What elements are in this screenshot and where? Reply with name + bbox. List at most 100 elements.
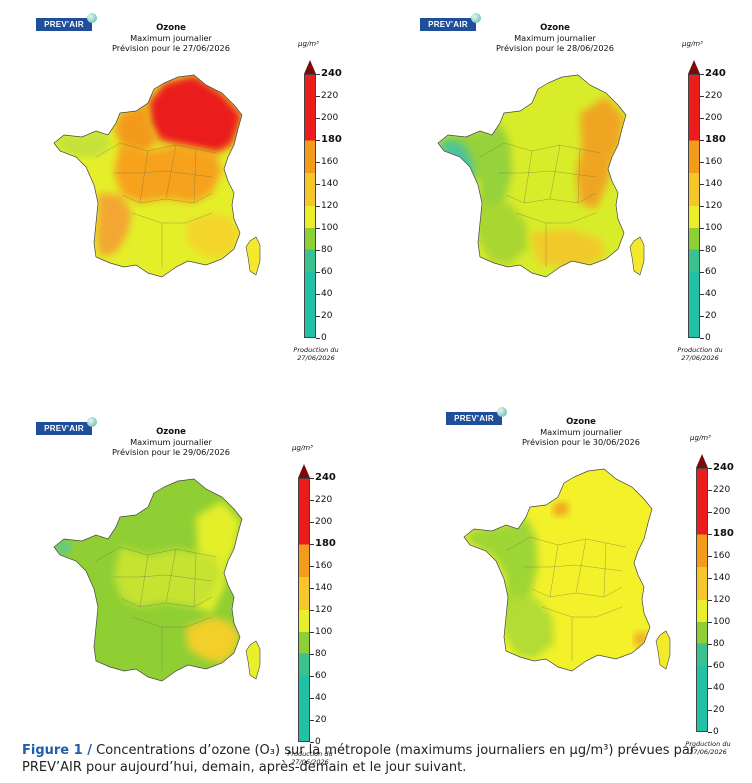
production-date: Production du 27/06/2026 <box>286 346 346 362</box>
colorbar-tick-mark <box>316 162 320 163</box>
colorbar-tick-label: 60 <box>321 267 333 277</box>
colorbar-tick-label: 20 <box>705 311 717 321</box>
colorbar-tick-mark <box>316 74 320 75</box>
figure-caption: Figure 1 / Concentrations d’ozone (O₃) s… <box>22 742 742 776</box>
colorbar-tick-label: 220 <box>315 495 333 505</box>
region-border <box>603 542 607 598</box>
colorbar-tick-label: 80 <box>705 245 717 255</box>
region-border <box>131 212 213 224</box>
forecast-panel-1: PREV'AIR Ozone Maximum journalier Prévision… <box>36 13 366 362</box>
france-outline <box>53 478 243 682</box>
colorbar-tick-label: 120 <box>713 595 731 605</box>
colorbar-arrow <box>304 60 316 74</box>
colorbar-tick-label: 140 <box>713 573 731 583</box>
ozone-zone-southeast <box>186 617 240 663</box>
colorbar-tick-label: 200 <box>321 113 339 123</box>
colorbar-tick-mark <box>700 316 704 317</box>
colorbar-arrow <box>696 454 708 468</box>
colorbar-tick-label: 180 <box>321 134 342 145</box>
colorbar-tick-mark <box>708 556 712 557</box>
colorbar-tick-mark <box>316 338 320 339</box>
ozone-map <box>437 74 645 278</box>
colorbar-tick-mark <box>310 522 314 523</box>
colorbar-tick-label: 20 <box>713 705 725 715</box>
panel-subtitle: Maximum journalier <box>540 427 622 437</box>
production-value: 27/06/2026 <box>297 354 335 362</box>
colorbar-tick-mark <box>700 272 704 273</box>
colorbar-tick-label: 140 <box>315 583 333 593</box>
region-border <box>139 554 149 608</box>
panel-subtitle: Maximum journalier <box>514 33 596 43</box>
panel-title-block: Ozone Maximum journalier Prévision pour le… <box>506 417 656 447</box>
colorbar-tick-label: 0 <box>315 737 321 747</box>
production-label: Production du <box>677 346 723 354</box>
region-border <box>531 586 623 598</box>
colorbar-tick-label: 100 <box>713 617 731 627</box>
region-border <box>165 144 177 200</box>
colorbar-tick-mark <box>316 228 320 229</box>
ozone-map <box>53 478 261 682</box>
production-date: Production du 27/06/2026 <box>670 346 730 362</box>
colorbar-tick-label: 240 <box>705 68 726 79</box>
production-label: Production du <box>293 346 339 354</box>
forecast-date: Prévision pour le 29/06/2026 <box>112 447 230 457</box>
ozone-zone-paris <box>552 501 570 517</box>
prevair-logo-text: PREV'AIR <box>428 20 468 29</box>
panel-subtitle: Maximum journalier <box>130 33 212 43</box>
region-border <box>479 142 505 158</box>
region-border <box>131 616 213 628</box>
colorbar-tick-label: 120 <box>705 201 723 211</box>
colorbar-tick-mark <box>316 250 320 251</box>
colorbar-scale <box>304 74 316 338</box>
production-date: Production du 27/06/2026 <box>678 740 738 756</box>
region-border <box>515 212 597 224</box>
ozone-zone-southeast <box>186 213 240 259</box>
region-border <box>165 548 177 604</box>
colorbar-tick-mark <box>708 578 712 579</box>
region-border <box>524 564 623 572</box>
region-border <box>505 192 597 204</box>
panel-subtitle: Maximum journalier <box>130 437 212 447</box>
colorbar-tick-label: 100 <box>315 627 333 637</box>
colorbar-tick-mark <box>708 644 712 645</box>
colorbar-tick-mark <box>708 600 712 601</box>
ozone-zone-center <box>114 143 222 203</box>
colorbar-tick-mark <box>310 478 314 479</box>
colorbar-tick-label: 160 <box>713 551 731 561</box>
colorbar-tick-mark <box>310 698 314 699</box>
colorbar-tick-label: 40 <box>713 683 725 693</box>
colorbar-unit: µg/m³ <box>682 40 703 48</box>
forecast-panel-2: PREV'AIR Ozone Maximum journalier Prévision… <box>420 13 750 362</box>
colorbar-tick-mark <box>700 118 704 119</box>
forecast-panel-4: PREV'AIR Ozone Maximum journalier Prévision… <box>446 407 752 756</box>
production-label: Production du <box>287 750 333 758</box>
panel-title: Ozone <box>156 23 186 33</box>
colorbar-tick-mark <box>310 500 314 501</box>
ozone-map <box>53 74 261 278</box>
colorbar-tick-label: 40 <box>321 289 333 299</box>
forecast-date: Prévision pour le 28/06/2026 <box>496 43 614 53</box>
colorbar-tick-mark <box>700 184 704 185</box>
colorbar-unit: µg/m³ <box>292 444 313 452</box>
ozone-zone-brittany-tip <box>54 541 72 555</box>
colorbar-unit: µg/m³ <box>298 40 319 48</box>
colorbar-tick-mark <box>708 688 712 689</box>
production-label: Production du <box>685 740 731 748</box>
region-border <box>505 536 531 552</box>
globe-icon <box>471 13 481 23</box>
production-value: 27/06/2026 <box>681 354 719 362</box>
prevair-logo-text: PREV'AIR <box>44 20 84 29</box>
colorbar-tick-mark <box>700 228 704 229</box>
region-border <box>575 538 587 594</box>
ozone-zone-southwest <box>506 597 554 659</box>
colorbar-tick-mark <box>700 206 704 207</box>
colorbar-tick-label: 180 <box>713 528 734 539</box>
colorbar-tick-label: 240 <box>321 68 342 79</box>
prevair-logo: PREV'AIR <box>446 407 507 425</box>
colorbar-tick-mark <box>310 676 314 677</box>
region-border <box>193 552 197 608</box>
colorbar-tick-mark <box>316 184 320 185</box>
colorbar-tick-label: 160 <box>315 561 333 571</box>
panel-title: Ozone <box>566 417 596 427</box>
france-outline <box>53 74 243 278</box>
